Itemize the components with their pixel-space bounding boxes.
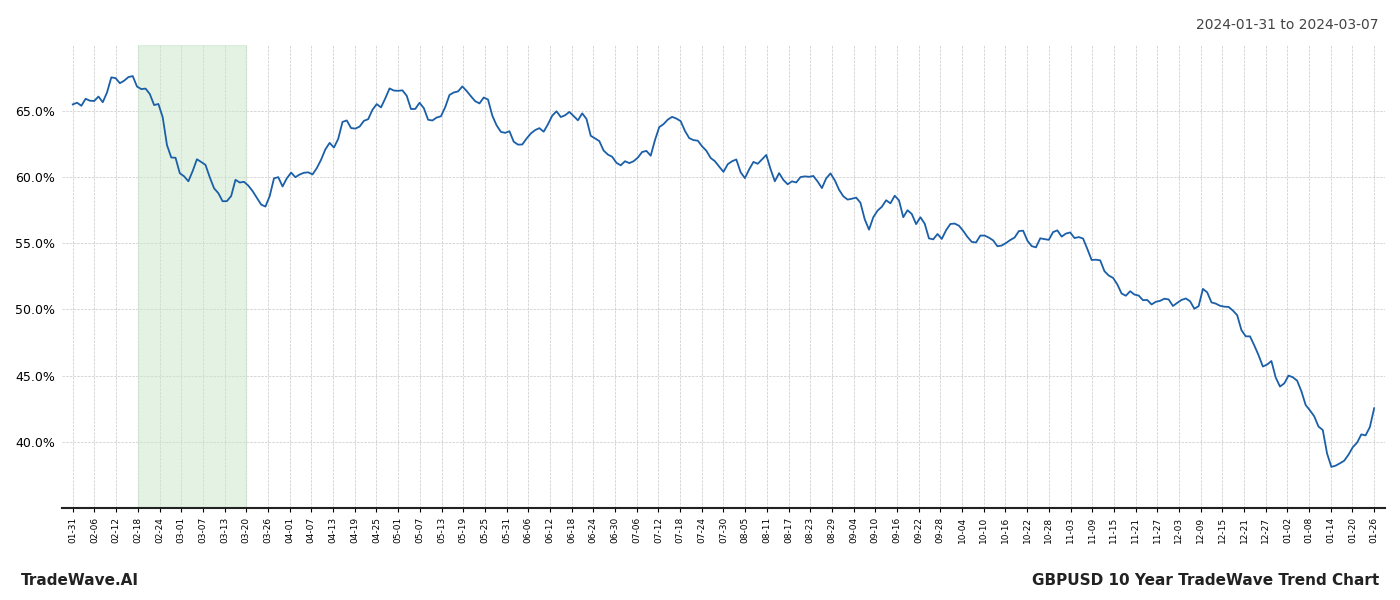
Bar: [137, 45, 246, 508]
Text: 2024-01-31 to 2024-03-07: 2024-01-31 to 2024-03-07: [1197, 18, 1379, 32]
Text: GBPUSD 10 Year TradeWave Trend Chart: GBPUSD 10 Year TradeWave Trend Chart: [1032, 573, 1379, 588]
Text: TradeWave.AI: TradeWave.AI: [21, 573, 139, 588]
